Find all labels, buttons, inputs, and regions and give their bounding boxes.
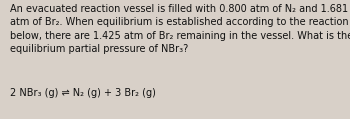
Text: 2 NBr₃ (g) ⇌ N₂ (g) + 3 Br₂ (g): 2 NBr₃ (g) ⇌ N₂ (g) + 3 Br₂ (g) (10, 88, 156, 98)
Text: An evacuated reaction vessel is filled with 0.800 atm of N₂ and 1.681
atm of Br₂: An evacuated reaction vessel is filled w… (10, 4, 350, 54)
